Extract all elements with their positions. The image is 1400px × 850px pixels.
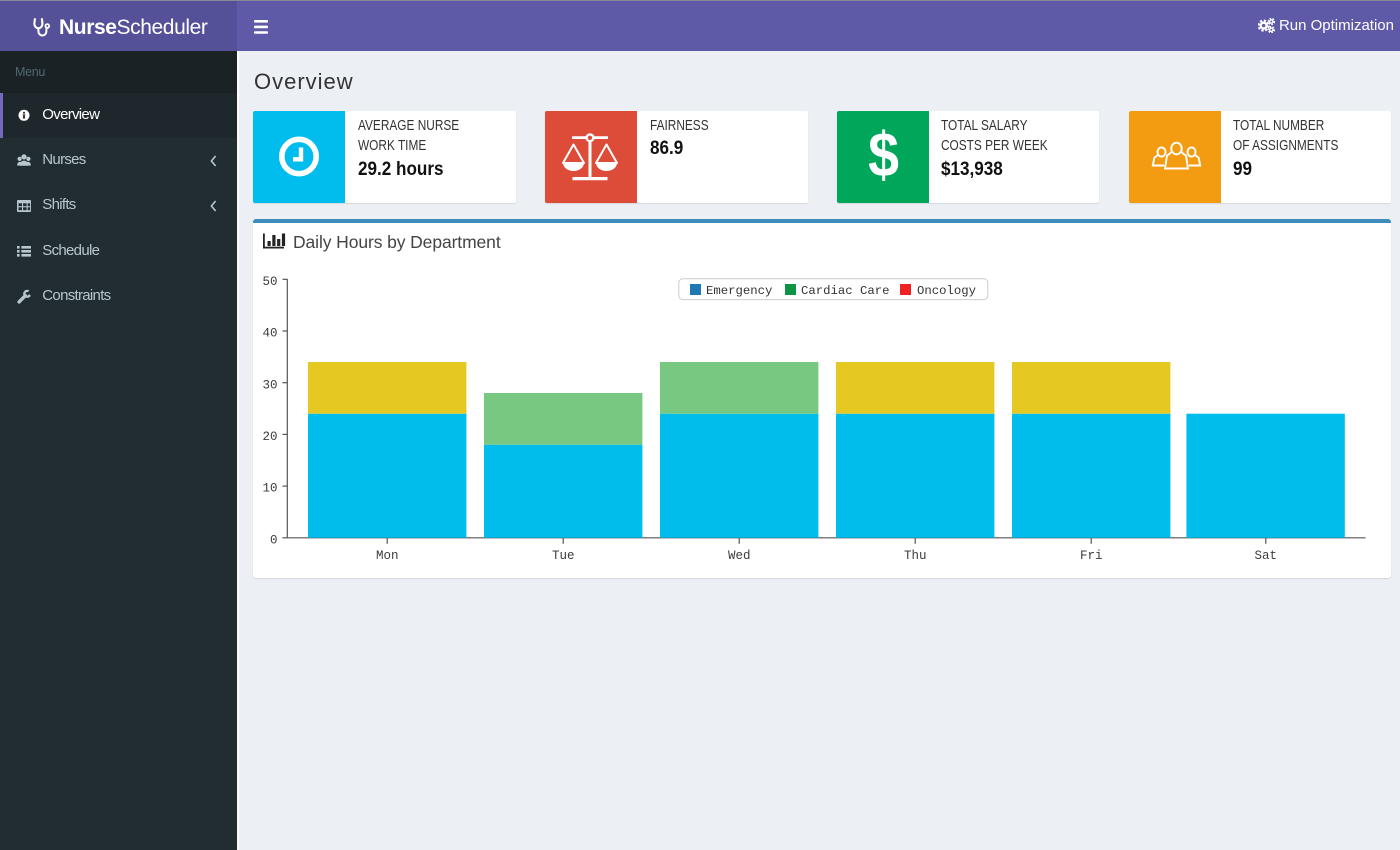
svg-text:Oncology: Oncology	[917, 284, 976, 298]
svg-text:50: 50	[262, 275, 277, 289]
svg-text:Cardiac Care: Cardiac Care	[801, 284, 890, 298]
svg-text:20: 20	[262, 430, 277, 444]
svg-text:Mon: Mon	[376, 549, 399, 563]
svg-text:Fri: Fri	[1080, 549, 1103, 563]
svg-text:Tue: Tue	[552, 549, 575, 563]
svg-text:Sat: Sat	[1255, 549, 1278, 563]
svg-text:0: 0	[270, 533, 278, 547]
svg-text:$: $	[868, 119, 899, 190]
svg-text:40: 40	[262, 327, 277, 341]
svg-text:Emergency: Emergency	[706, 284, 772, 298]
svg-text:Thu: Thu	[904, 549, 927, 563]
svg-text:10: 10	[262, 482, 277, 496]
svg-text:Wed: Wed	[728, 549, 751, 563]
svg-text:30: 30	[262, 378, 277, 392]
